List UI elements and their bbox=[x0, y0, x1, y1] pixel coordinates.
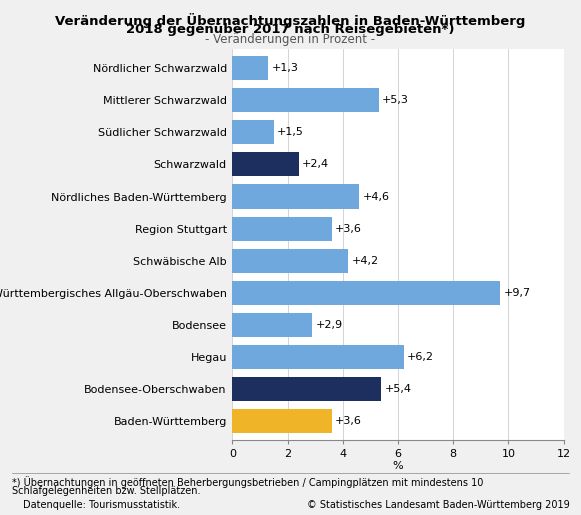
Text: +1,5: +1,5 bbox=[277, 127, 304, 138]
Text: +6,2: +6,2 bbox=[407, 352, 434, 362]
Text: 2018 gegenüber 2017 nach Reisegebieten*): 2018 gegenüber 2017 nach Reisegebieten*) bbox=[126, 23, 455, 36]
Text: - Veränderungen in Prozent -: - Veränderungen in Prozent - bbox=[206, 33, 375, 46]
Text: +9,7: +9,7 bbox=[503, 288, 530, 298]
Text: Schlafgelegenheiten bzw. Stellplätzen.: Schlafgelegenheiten bzw. Stellplätzen. bbox=[12, 486, 200, 495]
Text: © Statistisches Landesamt Baden-Württemberg 2019: © Statistisches Landesamt Baden-Württemb… bbox=[307, 500, 569, 509]
Text: Veränderung der Übernachtungszahlen in Baden-Württemberg: Veränderung der Übernachtungszahlen in B… bbox=[55, 13, 526, 28]
Text: +2,9: +2,9 bbox=[315, 320, 343, 330]
Text: +5,4: +5,4 bbox=[385, 384, 412, 394]
Bar bbox=[232, 249, 349, 273]
Text: +5,3: +5,3 bbox=[382, 95, 409, 105]
Bar bbox=[232, 121, 274, 144]
Text: +2,4: +2,4 bbox=[302, 160, 329, 169]
Text: +3,6: +3,6 bbox=[335, 224, 362, 234]
Bar bbox=[232, 313, 313, 337]
Text: +4,6: +4,6 bbox=[363, 192, 390, 201]
Bar bbox=[232, 281, 500, 305]
Text: Datenquelle: Tourismusstatistik.: Datenquelle: Tourismusstatistik. bbox=[23, 500, 180, 509]
Bar bbox=[232, 152, 299, 177]
X-axis label: %: % bbox=[393, 461, 403, 471]
Text: *) Übernachtungen in geöffneten Beherbergungsbetrieben / Campingplätzen mit mind: *) Übernachtungen in geöffneten Beherber… bbox=[12, 476, 483, 488]
Bar bbox=[232, 377, 382, 401]
Text: +3,6: +3,6 bbox=[335, 416, 362, 426]
Bar bbox=[232, 184, 359, 209]
Text: +1,3: +1,3 bbox=[271, 63, 299, 73]
Text: +4,2: +4,2 bbox=[352, 255, 379, 266]
Bar bbox=[232, 88, 379, 112]
Bar bbox=[232, 56, 268, 80]
Bar bbox=[232, 216, 332, 241]
Bar bbox=[232, 409, 332, 433]
Bar bbox=[232, 345, 403, 369]
